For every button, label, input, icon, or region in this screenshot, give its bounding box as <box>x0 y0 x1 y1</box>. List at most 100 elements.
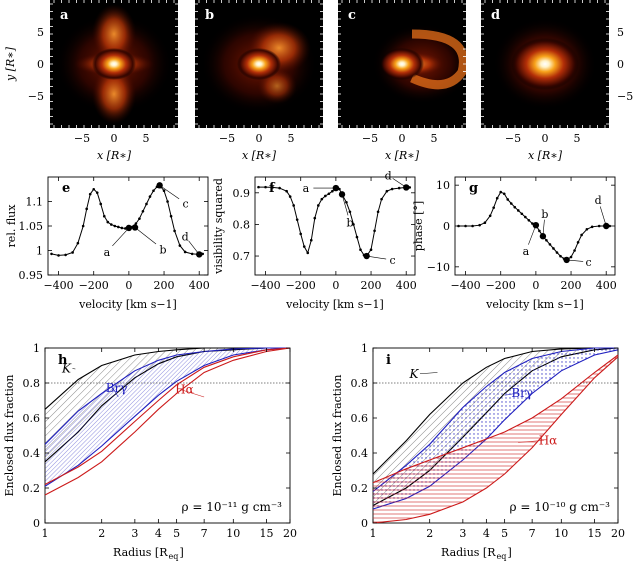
x-tick-label: −200 <box>486 279 516 292</box>
marked-point-b <box>539 233 547 240</box>
y-tick-label: −10 <box>427 261 450 274</box>
data-point <box>295 218 299 221</box>
y-tick-label: 0.2 <box>351 482 369 495</box>
band-upper-curve-2 <box>44 347 291 485</box>
density-annotation: ρ = 10⁻¹¹ g cm⁻³ <box>181 500 282 514</box>
x-axis-label: velocity [km s−1] <box>485 298 584 311</box>
y-tick-label: 5 <box>37 26 44 39</box>
data-point <box>597 224 601 228</box>
y-tick-label: 0 <box>37 58 44 71</box>
marked-point-label-d: d <box>385 169 392 182</box>
panel-label-f: f <box>269 181 276 196</box>
x-tick-label: 10 <box>226 527 240 540</box>
data-point <box>527 218 531 222</box>
marked-point-label-a: a <box>303 182 310 195</box>
band-upper-curve-2 <box>372 354 619 484</box>
data-point <box>173 229 176 233</box>
x-tick-label: 3 <box>131 527 138 540</box>
plot-frame <box>372 347 619 524</box>
x-tick-label: 0 <box>399 132 406 145</box>
y-axis-label: visibility squared <box>212 178 225 275</box>
y-tick-label: 1 <box>36 245 43 258</box>
data-point <box>71 251 74 254</box>
panel-label-c: c <box>348 8 356 23</box>
data-point <box>520 212 524 216</box>
data-point <box>145 202 148 206</box>
data-point <box>559 254 562 258</box>
series-line <box>258 186 410 257</box>
image-panel-c: c −5 0 5 x [R∗] <box>338 0 466 162</box>
line-panel-g: −400 −200 0 200 400 −10 0 10 a b c d g velocity [km s… <box>412 176 617 311</box>
series-label-1: Brγ <box>106 381 128 395</box>
panel-label-e: e <box>62 181 70 196</box>
data-point <box>81 224 85 228</box>
data-point <box>355 235 359 239</box>
data-point <box>278 186 281 190</box>
data-point <box>148 195 152 198</box>
data-point <box>502 192 506 196</box>
data-point <box>585 227 589 231</box>
band-lower-curve-2 <box>44 347 291 496</box>
data-point <box>152 189 155 193</box>
marked-point-label-c: c <box>586 256 592 269</box>
y-tick-label: −5 <box>28 90 44 103</box>
y-tick-label: 1 <box>33 342 40 355</box>
plot-frame <box>254 176 416 276</box>
marked-point-c <box>156 182 163 189</box>
x-tick-label: 20 <box>283 527 297 540</box>
band-upper-curve-0 <box>372 347 618 475</box>
marked-point-label-d: d <box>595 194 602 207</box>
marked-point-label-b: b <box>160 243 167 256</box>
x-tick-label: 10 <box>554 527 568 540</box>
marked-point-b <box>131 224 139 231</box>
data-point <box>385 189 389 193</box>
data-point <box>320 197 324 201</box>
x-tick-label: 20 <box>611 527 625 540</box>
star-core <box>92 48 136 80</box>
x-tick-label: 0 <box>542 132 549 145</box>
data-point <box>580 233 583 237</box>
data-point <box>397 186 401 190</box>
x-tick-label: 7 <box>529 527 536 540</box>
x-axis-label: velocity [km s−1] <box>78 298 177 311</box>
line-panels: −400 −200 0 200 400 0.95 1 1.05 1.1 a b c d e velocity… <box>5 169 617 311</box>
data-point <box>538 229 541 233</box>
data-point <box>92 187 96 191</box>
arc <box>410 29 466 90</box>
band-upper-curve-1 <box>372 347 618 492</box>
marker-leader <box>159 185 180 200</box>
x-tick-label: 200 <box>361 279 382 292</box>
data-point <box>138 217 141 220</box>
data-point <box>169 214 173 218</box>
data-point <box>509 202 513 205</box>
data-point <box>316 204 320 207</box>
x-tick-label: −400 <box>43 279 73 292</box>
x-axis-label: x [R∗] <box>385 149 420 162</box>
series-label-1: Brγ <box>511 386 533 400</box>
marked-point-b <box>338 191 346 198</box>
series-leader <box>72 368 76 370</box>
x-tick-label: 5 <box>288 132 295 145</box>
marked-point-label-d: d <box>182 230 189 243</box>
y-tick-label: 0.6 <box>351 412 369 425</box>
x-axis-label: x [R∗] <box>528 149 563 162</box>
data-point <box>57 254 60 257</box>
y-axis-label: Enclosed flux fraction <box>3 375 16 497</box>
data-point <box>264 185 267 189</box>
data-point <box>373 229 376 233</box>
x-axis-label: x [R∗] <box>242 149 277 162</box>
x-tick-label: −400 <box>450 279 480 292</box>
x-tick-label: 5 <box>143 132 150 145</box>
x-tick-label: 0 <box>332 279 339 292</box>
y-tick-label: 0 <box>617 58 624 71</box>
data-point <box>302 245 306 248</box>
x-tick-label: 2 <box>98 527 105 540</box>
data-point <box>50 252 53 256</box>
data-point <box>64 253 67 257</box>
x-tick-label: 15 <box>259 527 273 540</box>
data-point <box>348 210 352 214</box>
marked-point-c <box>563 256 570 264</box>
data-point <box>76 241 80 245</box>
data-point <box>117 225 120 229</box>
data-point <box>483 221 487 225</box>
